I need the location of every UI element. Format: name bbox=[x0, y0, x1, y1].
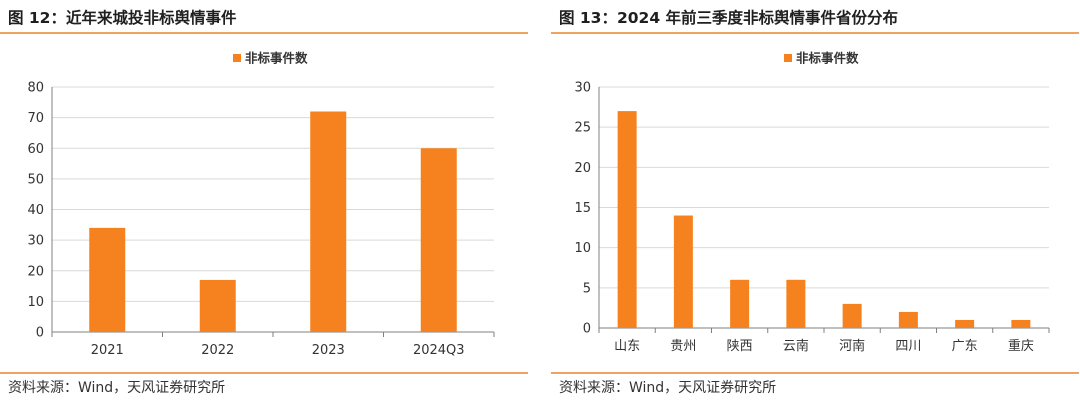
y-tick-label: 20 bbox=[27, 264, 44, 279]
x-tick-label: 广东 bbox=[952, 339, 978, 354]
source-divider bbox=[551, 372, 1079, 374]
x-tick-label: 重庆 bbox=[1008, 338, 1034, 354]
legend-label: 非标事件数 bbox=[796, 51, 859, 66]
source-note: 资料来源：Wind，天风证券研究所 bbox=[559, 380, 777, 396]
bar bbox=[730, 279, 750, 328]
y-tick-label: 30 bbox=[27, 234, 44, 249]
legend-swatch bbox=[784, 54, 792, 62]
x-tick-label: 2022 bbox=[201, 343, 234, 358]
source-divider bbox=[0, 372, 528, 374]
y-tick-label: 25 bbox=[574, 121, 591, 136]
source-note: 资料来源：Wind，天风证券研究所 bbox=[8, 380, 226, 396]
bar bbox=[955, 319, 975, 328]
legend-swatch bbox=[233, 54, 241, 62]
bar bbox=[310, 111, 347, 332]
x-tick-label: 陕西 bbox=[727, 339, 753, 354]
y-tick-label: 80 bbox=[27, 81, 44, 96]
bar bbox=[786, 279, 806, 328]
chart-title: 图 12：近年来城投非标舆情事件 bbox=[8, 9, 237, 27]
x-tick-label: 2023 bbox=[312, 343, 345, 358]
x-tick-label: 贵州 bbox=[670, 339, 696, 354]
y-tick-label: 0 bbox=[583, 322, 591, 337]
y-tick-label: 10 bbox=[27, 295, 44, 310]
bar-chart-yearly: 非标事件数 0 10 20 30 40 50 60 70 80 2021 2022 2023 2024Q3 bbox=[27, 51, 495, 358]
x-tick-label: 云南 bbox=[783, 338, 809, 354]
bar bbox=[842, 303, 862, 328]
bar bbox=[89, 227, 126, 332]
left-chart-panel: 图 12：近年来城投非标舆情事件 非标事件数 0 10 20 30 40 50 60 70 80 2… bbox=[0, 0, 528, 400]
x-tick-label: 四川 bbox=[895, 339, 921, 354]
x-tick-label: 山东 bbox=[614, 339, 640, 354]
bar bbox=[898, 311, 918, 328]
y-tick-label: 70 bbox=[27, 111, 44, 126]
bar bbox=[199, 279, 236, 332]
y-tick-label: 15 bbox=[574, 201, 591, 216]
y-tick-label: 0 bbox=[36, 326, 44, 341]
title-divider bbox=[551, 32, 1079, 34]
y-tick-label: 60 bbox=[27, 142, 44, 157]
x-tick-label: 2021 bbox=[91, 343, 124, 358]
y-tick-label: 5 bbox=[583, 281, 591, 296]
y-tick-label: 50 bbox=[27, 172, 44, 187]
title-divider bbox=[0, 32, 528, 34]
x-tick-label: 河南 bbox=[839, 338, 865, 354]
y-tick-label: 40 bbox=[27, 203, 44, 218]
y-tick-label: 30 bbox=[574, 81, 591, 96]
y-tick-label: 10 bbox=[574, 241, 591, 256]
legend-label: 非标事件数 bbox=[245, 51, 308, 66]
x-tick-label: 2024Q3 bbox=[413, 343, 465, 358]
bar bbox=[617, 111, 637, 328]
right-chart-panel: 图 13：2024 年前三季度非标舆情事件省份分布 非标事件数 0 5 10 15 20 2… bbox=[551, 0, 1079, 400]
bar-chart-provinces: 非标事件数 0 5 10 15 20 25 30 山东 贵州 陕西 云南 河南 四川 广东 重庆 bbox=[574, 51, 1050, 354]
chart-title: 图 13：2024 年前三季度非标舆情事件省份分布 bbox=[559, 9, 899, 27]
bar bbox=[1011, 319, 1031, 328]
bar bbox=[673, 215, 693, 328]
bar bbox=[420, 148, 457, 332]
y-tick-label: 20 bbox=[574, 161, 591, 176]
